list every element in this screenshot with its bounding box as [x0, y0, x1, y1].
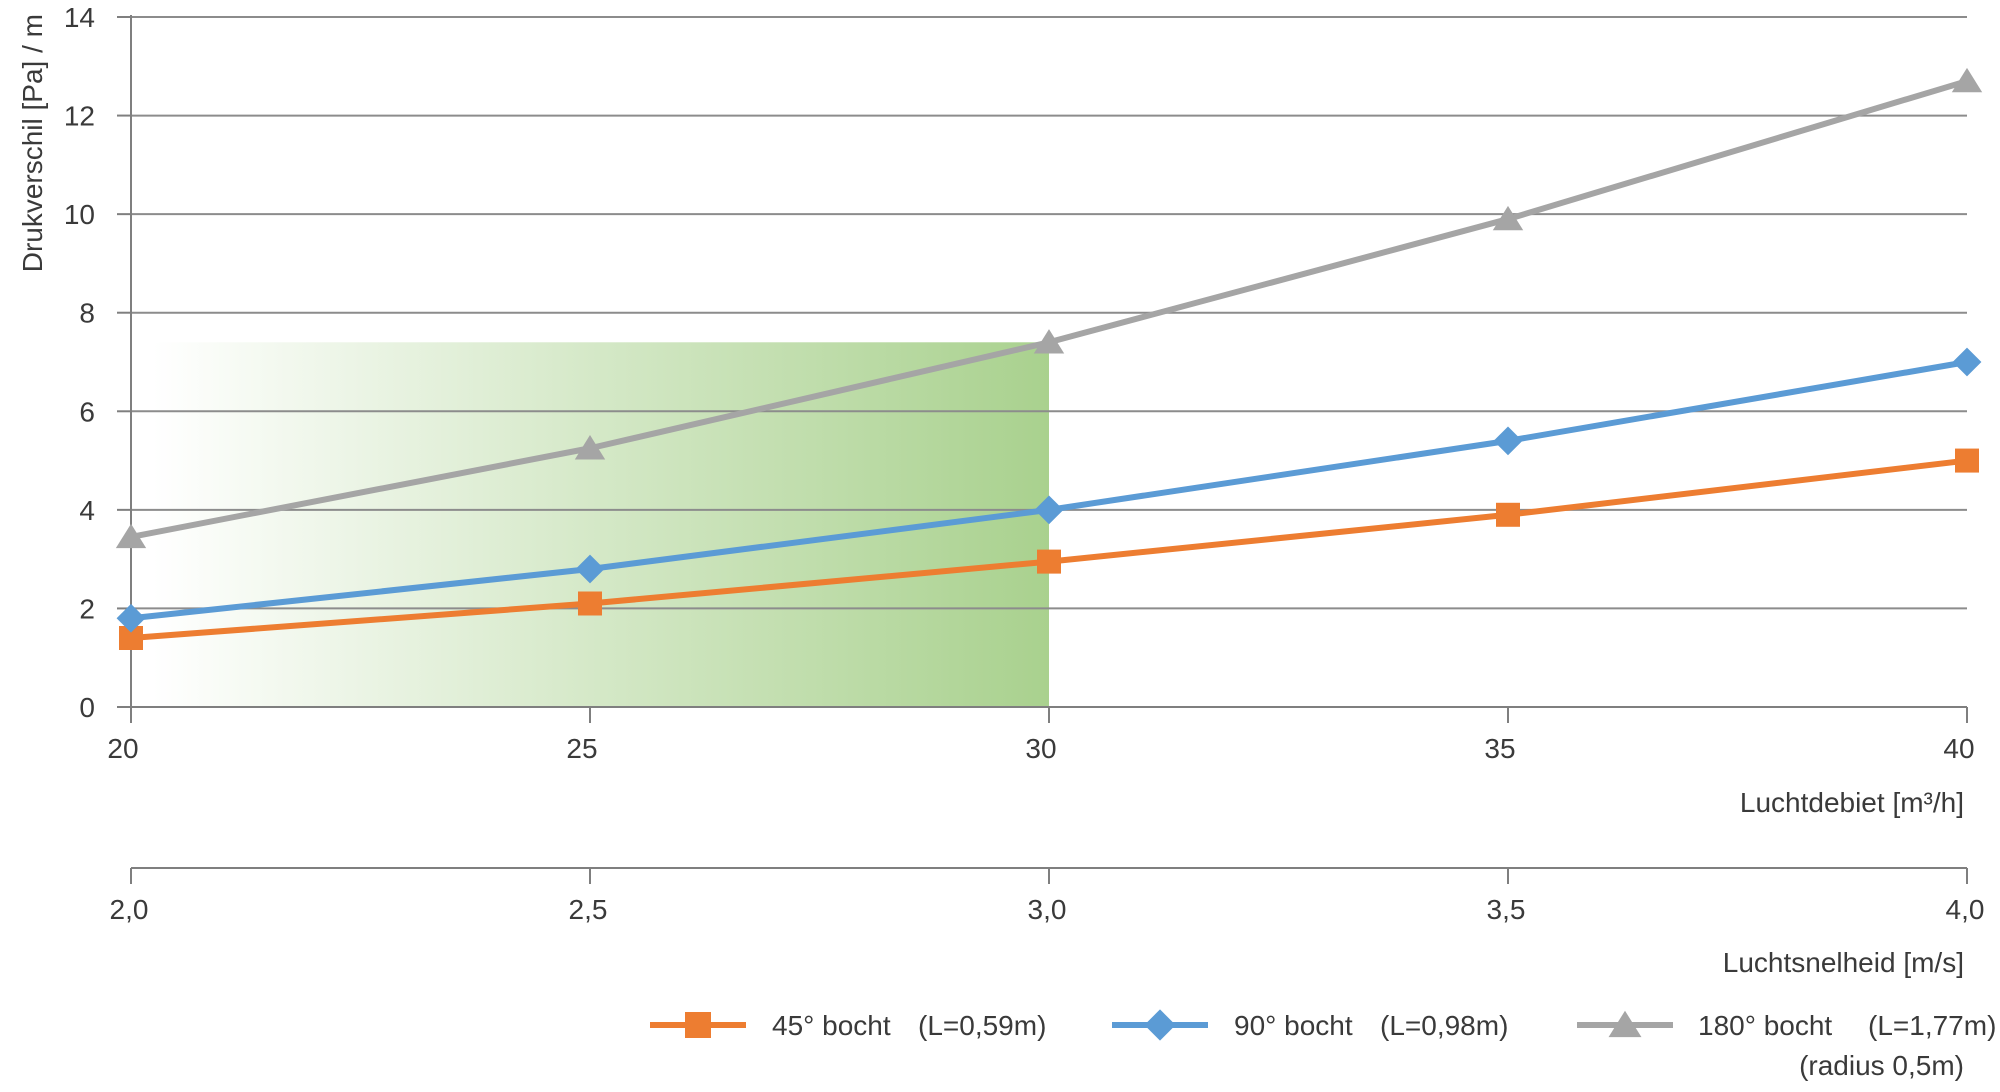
data-point-180-bocht: [1033, 329, 1065, 354]
legend-detail-45-bocht: (L=0,59m): [918, 1010, 1046, 1041]
data-point-180-bocht: [115, 523, 147, 549]
legend-label-180-bocht: 180° bocht: [1698, 1010, 1832, 1041]
legend-detail2-180-bocht: (radius 0,5m): [1799, 1050, 1964, 1081]
highlight-region: [153, 342, 1049, 707]
data-point-90-bocht: [1493, 426, 1523, 456]
data-point-45-bocht: [578, 591, 602, 616]
data-point-90-bocht: [1034, 495, 1064, 525]
y-tick-label: 2: [79, 593, 95, 624]
x-tick-label: 25: [566, 733, 597, 764]
y-tick-label: 0: [79, 692, 95, 723]
secondary-x-tick-label: 4,0: [1946, 894, 1985, 925]
x-axis-title: Luchtdebiet [m³/h]: [1740, 787, 1964, 818]
y-tick-label: 8: [79, 298, 95, 329]
legend-marker-45-bocht: [685, 1012, 711, 1038]
legend-detail-180-bocht: (L=1,77m): [1868, 1010, 1996, 1041]
x-tick-label: 20: [107, 733, 138, 764]
legend-detail-90-bocht: (L=0,98m): [1380, 1010, 1508, 1041]
y-tick-label: 4: [79, 495, 95, 526]
data-point-90-bocht: [1952, 347, 1982, 377]
y-axis-title: Drukverschil [Pa] / m: [17, 14, 48, 272]
data-point-90-bocht: [116, 603, 146, 633]
y-tick-label: 6: [79, 396, 95, 427]
x-tick-label: 35: [1484, 733, 1515, 764]
data-point-180-bocht: [1492, 205, 1524, 231]
y-tick-label: 14: [64, 2, 95, 33]
secondary-x-tick-label: 2,0: [110, 894, 149, 925]
secondary-x-axis-title: Luchtsnelheid [m/s]: [1723, 947, 1964, 978]
secondary-x-tick-label: 3,0: [1028, 894, 1067, 925]
legend-label-90-bocht: 90° bocht: [1234, 1010, 1353, 1041]
secondary-x-tick-label: 2,5: [569, 894, 608, 925]
y-tick-label: 12: [64, 101, 95, 132]
data-point-45-bocht: [1496, 502, 1520, 527]
secondary-x-tick-label: 3,5: [1487, 894, 1526, 925]
x-tick-label: 40: [1943, 733, 1974, 764]
legend-marker-90-bocht: [1144, 1009, 1176, 1041]
x-tick-label: 30: [1025, 733, 1056, 764]
legend-marker-180-bocht: [1608, 1010, 1642, 1038]
data-point-180-bocht: [574, 435, 606, 460]
legend-label-45-bocht: 45° bocht: [772, 1010, 891, 1041]
y-tick-label: 10: [64, 199, 95, 230]
data-point-45-bocht: [1037, 549, 1061, 574]
data-point-45-bocht: [1955, 448, 1979, 473]
data-point-90-bocht: [575, 554, 605, 584]
data-point-180-bocht: [1951, 67, 1983, 93]
